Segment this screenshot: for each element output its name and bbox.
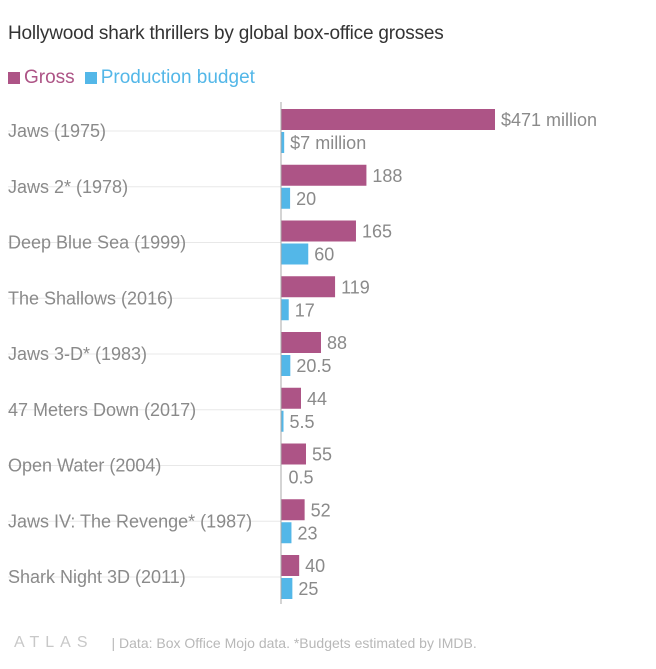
budget-value-label: 25 — [298, 579, 318, 599]
gross-value-label: 119 — [341, 277, 370, 297]
budget-bar — [281, 522, 292, 544]
budget-bar — [281, 410, 284, 432]
budget-bar — [281, 132, 285, 153]
budget-value-label: $7 million — [290, 133, 366, 153]
category-label: Shark Night 3D (2011) — [8, 567, 186, 587]
category-label: Open Water (2004) — [8, 456, 161, 476]
budget-value-label: 23 — [297, 523, 317, 543]
category-label: 47 Meters Down (2017) — [8, 400, 196, 420]
gross-bar — [281, 443, 306, 465]
budget-value-label: 60 — [314, 245, 334, 265]
gross-value-label: $471 million — [501, 110, 597, 130]
budget-bar — [281, 578, 293, 599]
gross-value-label: 165 — [362, 222, 392, 242]
budget-value-label: 0.5 — [289, 468, 314, 488]
gross-value-label: 44 — [307, 389, 327, 409]
gross-value-label: 188 — [372, 166, 402, 186]
budget-value-label: 17 — [295, 300, 315, 320]
legend-item-gross: Gross — [8, 67, 75, 89]
budget-bar — [281, 243, 309, 265]
budget-value-label: 20.5 — [296, 356, 331, 376]
category-label: Jaws 2* (1978) — [8, 177, 128, 197]
legend-swatch-budget — [84, 72, 97, 84]
atlas-logo: ATLAS — [14, 634, 94, 651]
gross-bar — [281, 109, 495, 130]
category-label: The Shallows (2016) — [8, 288, 173, 308]
budget-bar — [281, 299, 289, 321]
gross-bar — [281, 555, 300, 576]
chart-title: Hollywood shark thrillers by global box-… — [8, 23, 444, 44]
budget-bar — [281, 355, 291, 376]
gross-bar — [281, 220, 356, 242]
legend: Gross Production budget — [8, 67, 265, 89]
gross-value-label: 52 — [311, 500, 331, 520]
gross-bar — [281, 387, 301, 409]
legend-swatch-gross — [8, 72, 20, 84]
category-label: Jaws (1975) — [8, 121, 106, 141]
category-label: Jaws 3-D* (1983) — [8, 344, 147, 364]
gross-bar — [281, 499, 305, 521]
budget-value-label: 5.5 — [289, 412, 314, 432]
category-label: Deep Blue Sea (1999) — [8, 233, 186, 253]
gross-bar — [281, 164, 367, 186]
legend-label-budget: Production budget — [100, 67, 255, 88]
budget-bar — [281, 187, 291, 209]
legend-item-budget: Production budget — [84, 67, 255, 89]
category-label: Jaws IV: The Revenge* (1987) — [8, 511, 252, 531]
gross-bar — [281, 276, 336, 298]
gross-value-label: 40 — [305, 556, 325, 576]
gross-value-label: 88 — [327, 333, 347, 353]
source-note: | Data: Box Office Mojo data. *Budgets e… — [111, 635, 477, 651]
legend-label-gross: Gross — [24, 67, 75, 88]
budget-value-label: 20 — [296, 189, 316, 209]
gross-value-label: 55 — [312, 445, 332, 465]
gross-bar — [281, 332, 321, 353]
footer: ATLAS | Data: Box Office Mojo data. *Bud… — [14, 634, 477, 652]
